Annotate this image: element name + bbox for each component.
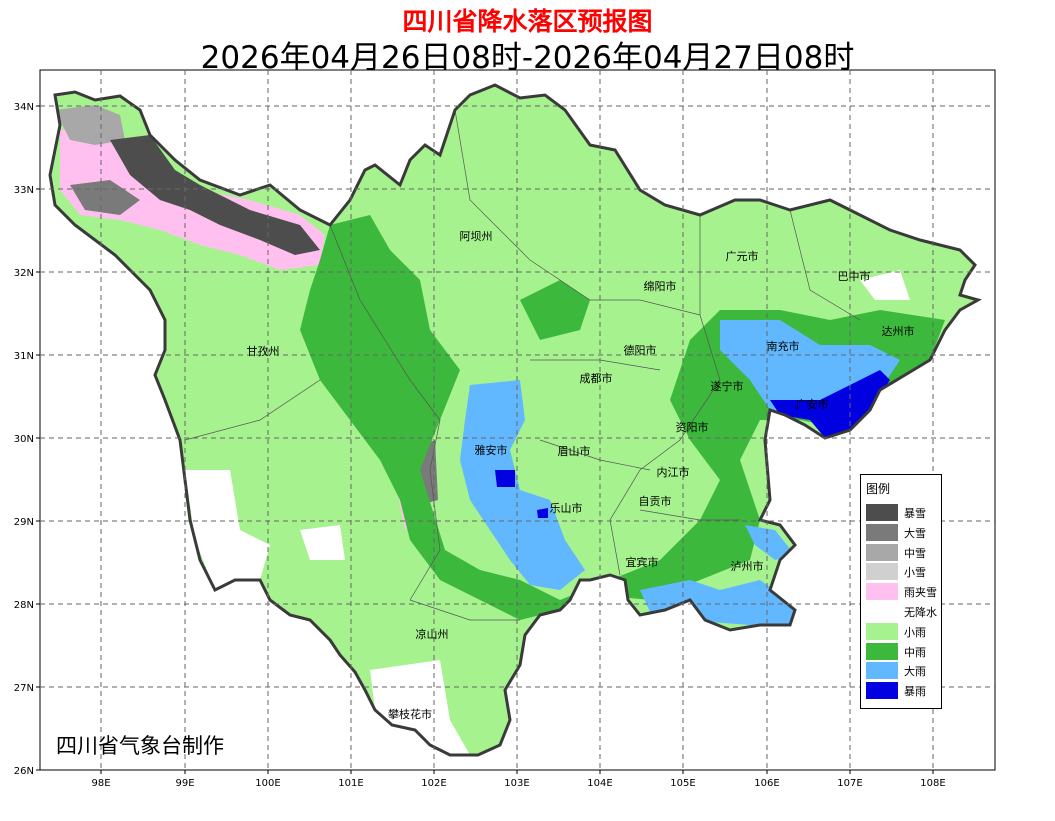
tick-labels: 98E 99E 100E 101E 102E 103E 104E 105E 106E 107E 10…	[14, 102, 946, 789]
legend-label: 小雨	[904, 625, 926, 639]
legend-swatch	[866, 563, 898, 581]
legend-item: 暴雪	[866, 504, 941, 521]
y-tick-label: 28N	[14, 600, 34, 611]
city-label: 眉山市	[558, 444, 591, 458]
legend-swatch	[866, 523, 898, 541]
field-heavy-rain-southeast	[745, 525, 795, 560]
legend-item: 小雨	[866, 622, 941, 640]
city-label: 巴中市	[838, 269, 871, 283]
legend-item: 中雪	[866, 543, 941, 561]
legend-label: 大雨	[904, 665, 926, 679]
city-label: 成都市	[580, 371, 613, 385]
legend-item: 大雪	[866, 523, 941, 541]
y-tick-label: 29N	[14, 517, 34, 528]
city-label: 攀枝花市	[388, 707, 432, 721]
graticule	[40, 70, 995, 770]
legend-item: 大雨	[866, 662, 941, 680]
legend-label: 雨夹雪	[904, 586, 937, 600]
field-no-precip-west	[300, 525, 345, 560]
legend-label: 暴雨	[904, 685, 926, 699]
map-title: 四川省降水落区预报图	[402, 7, 653, 36]
field-heavy-rain-west	[460, 380, 585, 590]
x-tick-label: 108E	[920, 778, 945, 789]
city-label: 遂宁市	[711, 379, 744, 393]
x-tick-label: 104E	[587, 778, 612, 789]
legend-item: 中雨	[866, 642, 941, 660]
legend-swatch	[866, 622, 898, 640]
x-tick-label: 103E	[504, 778, 529, 789]
field-moderate-snow	[55, 105, 125, 145]
city-label: 自贡市	[639, 494, 672, 508]
y-tick-label: 30N	[14, 434, 34, 445]
legend-label: 大雪	[904, 526, 926, 540]
legend-item: 雨夹雪	[866, 583, 941, 601]
city-label: 达州市	[882, 324, 915, 338]
legend-swatch	[866, 642, 898, 660]
legend-swatch	[866, 504, 898, 521]
legend-label: 无降水	[904, 606, 937, 619]
y-tick-label: 33N	[14, 185, 34, 196]
legend-item: 暴雨	[866, 682, 941, 700]
city-label: 宜宾市	[626, 555, 659, 569]
city-label: 凉山州	[416, 627, 449, 641]
y-tick-label: 31N	[14, 351, 34, 362]
city-label: 乐山市	[550, 501, 583, 515]
field-no-precip-northeast	[860, 270, 910, 300]
legend-swatch	[866, 603, 898, 620]
legend-item: 小雪	[866, 563, 941, 581]
legend: 图例 暴雪大雪中雪小雪雨夹雪无降水小雨中雨大雨暴雨	[860, 474, 942, 709]
city-label: 阿坝州	[460, 229, 493, 243]
field-rainstorm-east	[770, 370, 890, 438]
field-rainstorm-west	[495, 470, 515, 487]
city-label: 甘孜州	[247, 344, 280, 358]
legend-label: 小雪	[904, 566, 926, 580]
legend-label: 中雨	[904, 645, 926, 659]
y-tick-label: 34N	[14, 102, 34, 113]
field-no-precip-south	[370, 660, 470, 755]
tick-marks	[36, 105, 934, 774]
y-tick-label: 26N	[14, 766, 34, 777]
field-no-precip-southwest	[185, 470, 270, 590]
x-tick-label: 105E	[670, 778, 695, 789]
legend-swatch	[866, 543, 898, 561]
field-moderate-rain	[300, 215, 945, 620]
city-label: 内江市	[657, 465, 690, 479]
city-label: 资阳市	[676, 420, 709, 434]
field-moderate-rain-north	[520, 280, 590, 340]
city-label: 广安市	[796, 397, 829, 411]
y-tick-label: 32N	[14, 268, 34, 279]
x-tick-label: 100E	[255, 778, 280, 789]
legend-swatch	[866, 682, 898, 700]
x-tick-label: 106E	[754, 778, 779, 789]
city-label: 德阳市	[624, 343, 657, 357]
field-rainstorm-small	[537, 508, 548, 518]
legend-label: 暴雪	[904, 507, 926, 520]
x-tick-label: 101E	[338, 778, 363, 789]
x-tick-label: 99E	[175, 778, 194, 789]
city-label: 南充市	[767, 339, 800, 353]
legend-swatch	[866, 662, 898, 680]
legend-swatch	[866, 583, 898, 601]
credit-text: 四川省气象台制作	[56, 734, 224, 758]
city-label: 雅安市	[475, 443, 508, 457]
legend-title: 图例	[866, 482, 891, 496]
city-label: 绵阳市	[644, 279, 677, 293]
city-label: 广元市	[726, 249, 759, 263]
y-tick-label: 27N	[14, 683, 34, 694]
city-label: 泸州市	[731, 559, 764, 573]
legend-label: 中雪	[904, 546, 926, 560]
field-heavy-rain-south	[640, 580, 795, 625]
legend-item: 无降水	[866, 603, 941, 620]
x-tick-label: 102E	[421, 778, 446, 789]
x-tick-label: 98E	[91, 778, 110, 789]
x-tick-label: 107E	[837, 778, 862, 789]
